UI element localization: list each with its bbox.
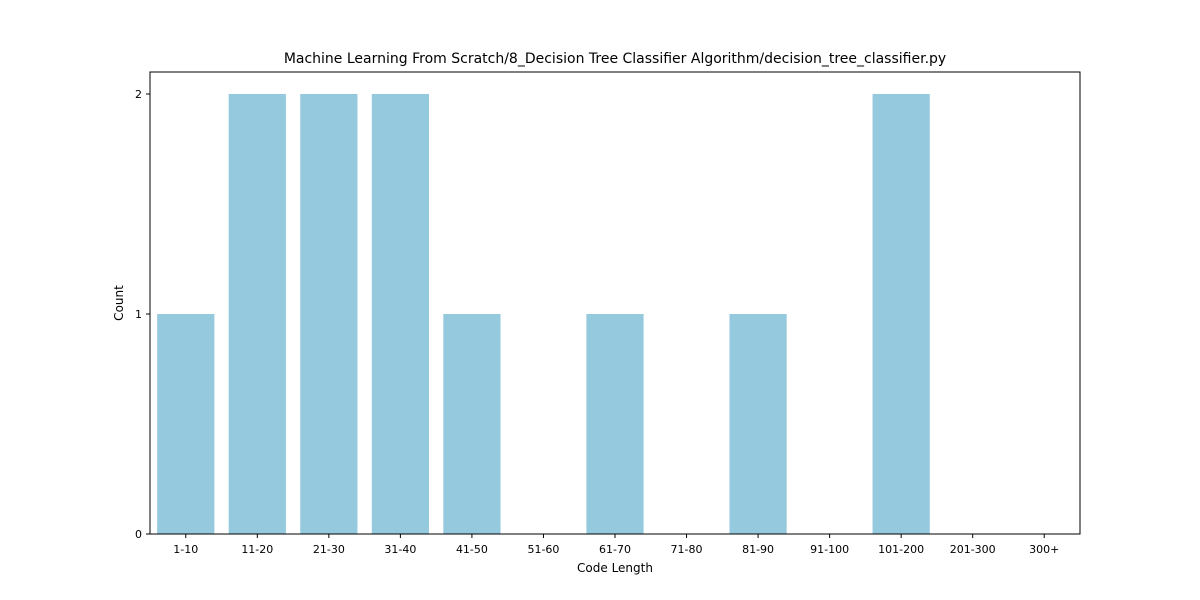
y-axis-label: Count xyxy=(112,285,126,321)
x-tick-label: 300+ xyxy=(1029,543,1059,556)
bar-11-20 xyxy=(228,94,286,534)
bar-61-70 xyxy=(586,314,644,534)
x-tick-label: 91-100 xyxy=(810,543,849,556)
x-axis-label: Code Length xyxy=(577,561,653,575)
y-axis: 0 1 2 xyxy=(135,88,150,541)
bar-1-10 xyxy=(157,314,215,534)
x-tick-label: 51-60 xyxy=(527,543,559,556)
x-tick-label: 61-70 xyxy=(599,543,631,556)
bar-81-90 xyxy=(729,314,787,534)
bar-31-40 xyxy=(371,94,429,534)
y-tick-label: 2 xyxy=(135,88,142,101)
x-tick-label: 101-200 xyxy=(878,543,924,556)
x-tick-label: 11-20 xyxy=(241,543,273,556)
x-tick-label: 81-90 xyxy=(742,543,774,556)
x-tick-label: 31-40 xyxy=(384,543,416,556)
y-tick-label: 0 xyxy=(135,528,142,541)
bar-41-50 xyxy=(443,314,501,534)
bar-101-200 xyxy=(872,94,930,534)
bar-21-30 xyxy=(300,94,358,534)
chart-title: Machine Learning From Scratch/8_Decision… xyxy=(284,51,946,67)
bars-group xyxy=(157,94,930,534)
x-tick-label: 1-10 xyxy=(173,543,198,556)
x-axis: 1-10 11-20 21-30 31-40 41-50 51-60 61-70 71-80 8… xyxy=(173,534,1059,556)
x-tick-label: 21-30 xyxy=(313,543,345,556)
x-tick-label: 41-50 xyxy=(456,543,488,556)
x-tick-label: 71-80 xyxy=(671,543,703,556)
x-tick-label: 201-300 xyxy=(950,543,996,556)
y-tick-label: 1 xyxy=(135,308,142,321)
